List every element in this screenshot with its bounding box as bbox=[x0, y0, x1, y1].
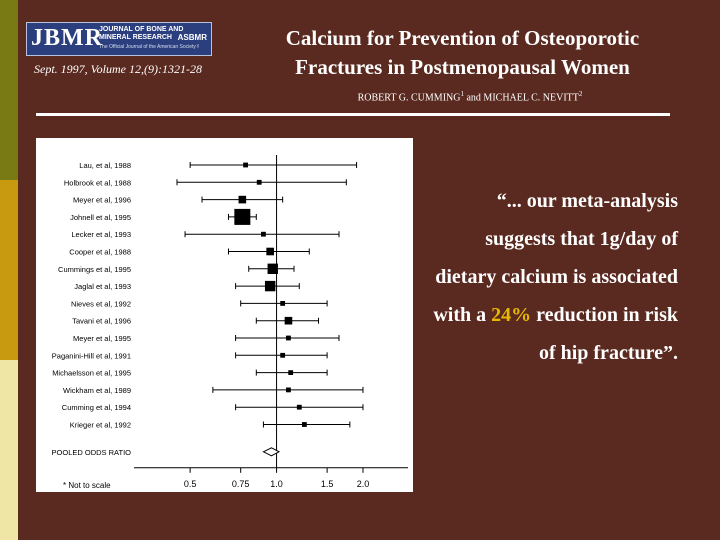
x-tick-label: 2.0 bbox=[357, 479, 370, 489]
journal-abbrev: JBMR bbox=[31, 25, 103, 51]
accent-stripe-top bbox=[0, 0, 18, 180]
study-point bbox=[286, 335, 291, 341]
quote-highlight: 24% bbox=[491, 304, 532, 326]
x-tick-label: 0.5 bbox=[184, 479, 197, 489]
journal-subtitle: The Official Journal of the American Soc… bbox=[99, 44, 199, 50]
slide-title: Calcium for Prevention of Osteoporotic F… bbox=[240, 24, 685, 82]
study-label: Cumming et al, 1994 bbox=[62, 403, 131, 412]
study-label: Krieger et al, 1992 bbox=[70, 421, 131, 430]
study-label: Nieves et al, 1992 bbox=[71, 299, 131, 308]
study-point bbox=[296, 404, 302, 410]
study-point bbox=[256, 179, 262, 185]
study-point bbox=[280, 301, 286, 306]
author-2: MICHAEL C. NEVITT bbox=[483, 92, 579, 104]
study-label: Meyer et al, 1995 bbox=[73, 334, 131, 343]
quote-text-2: reduction in risk of hip fracture”. bbox=[531, 304, 678, 364]
study-label: Holbrook et al, 1988 bbox=[64, 178, 131, 187]
citation: Sept. 1997, Volume 12,(9):1321-28 bbox=[34, 62, 202, 76]
study-label: Cooper et al, 1988 bbox=[69, 248, 131, 257]
title-line-1: Calcium for Prevention of Osteoporotic bbox=[285, 26, 640, 50]
study-label: Meyer et al, 1996 bbox=[73, 196, 131, 205]
forest-plot-svg: 0.5 0.75 1.0 1.5 2.0 Lau, et al, 1988 Holbrook… bbox=[52, 155, 408, 490]
study-point bbox=[267, 263, 278, 274]
title-divider bbox=[36, 113, 670, 116]
author-1: ROBERT G. CUMMING bbox=[357, 92, 461, 104]
study-label: Johnell et al, 1995 bbox=[70, 213, 131, 222]
author-join: and bbox=[463, 92, 484, 104]
study-point bbox=[284, 316, 293, 325]
footnote: * Not to scale bbox=[63, 481, 111, 490]
title-line-2: Fractures in Postmenopausal Women bbox=[295, 55, 630, 79]
study-point bbox=[261, 231, 266, 237]
study-point bbox=[301, 422, 307, 427]
journal-logo: JBMR JOURNAL OF BONE AND MINERAL RESEARC… bbox=[26, 22, 212, 56]
study-label: Lau, et al, 1988 bbox=[79, 161, 131, 170]
x-tick-label: 0.75 bbox=[232, 479, 250, 489]
study-point bbox=[286, 387, 291, 393]
author-2-affiliation: 2 bbox=[578, 90, 583, 98]
study-label: Michaelsson et al, 1995 bbox=[52, 369, 131, 378]
accent-stripe-middle bbox=[0, 180, 18, 360]
study-label: Jaglal et al, 1993 bbox=[74, 282, 131, 291]
study-point bbox=[288, 370, 294, 375]
x-tick-label: 1.0 bbox=[270, 479, 283, 489]
society-mark: ASBMR bbox=[177, 33, 207, 42]
study-label: Cummings et al, 1995 bbox=[58, 265, 131, 274]
x-tick-label: 1.5 bbox=[321, 479, 334, 489]
study-point bbox=[238, 195, 247, 204]
forest-plot: 0.5 0.75 1.0 1.5 2.0 Lau, et al, 1988 Holbrook… bbox=[36, 138, 413, 492]
pooled-label: POOLED ODDS RATIO bbox=[52, 448, 132, 457]
authors: ROBERT G. CUMMING1 and MICHAEL C. NEVITT… bbox=[300, 90, 640, 103]
quote-text-1: “... our meta-analysis suggests that 1g/… bbox=[433, 190, 678, 326]
study-point bbox=[234, 208, 251, 225]
author-1-affiliation: 1 bbox=[460, 90, 464, 98]
accent-stripe-bottom bbox=[0, 360, 18, 540]
study-label: Wickham et al, 1989 bbox=[63, 386, 131, 395]
pooled-diamond bbox=[262, 447, 281, 457]
quote: “... our meta-analysis suggests that 1g/… bbox=[430, 182, 678, 372]
study-label: Paganini-Hill et al, 1991 bbox=[52, 351, 131, 360]
study-point bbox=[266, 247, 274, 256]
study-label: Tavani et al, 1996 bbox=[72, 317, 131, 326]
study-point bbox=[243, 162, 248, 168]
journal-name: JOURNAL OF BONE AND MINERAL RESEARCH bbox=[99, 26, 184, 41]
study-label: Lecker et al, 1993 bbox=[71, 230, 131, 239]
study-point bbox=[264, 280, 276, 292]
study-point bbox=[280, 352, 286, 358]
